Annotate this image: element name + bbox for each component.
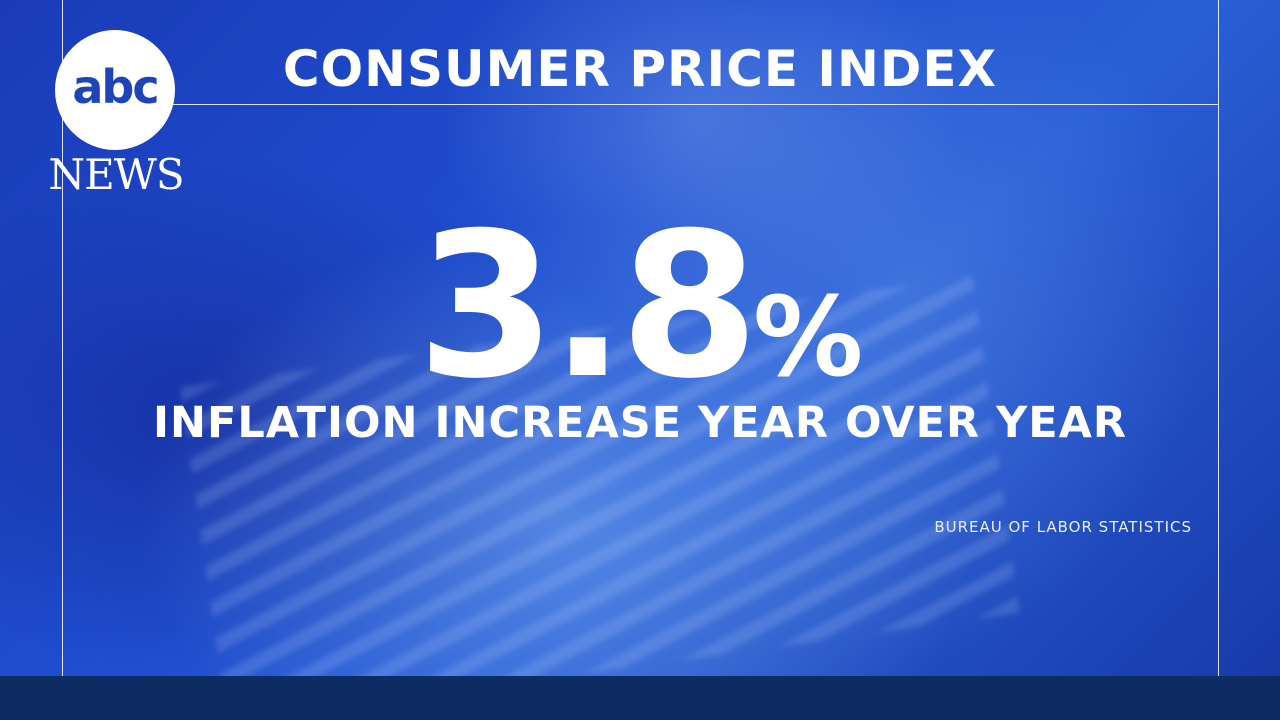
logo-mark: abc: [72, 60, 159, 114]
stat-value: 3.8: [416, 190, 759, 423]
source: BUREAU OF LABOR STATISTICS: [934, 518, 1192, 536]
frame-line: [62, 0, 63, 676]
stat: 3.8%: [0, 190, 1280, 423]
title: CONSUMER PRICE INDEX: [282, 40, 998, 98]
logo-word: NEWS: [48, 150, 184, 199]
subtitle: INFLATION INCREASE YEAR OVER YEAR: [152, 398, 1128, 448]
stat-unit: %: [753, 273, 864, 401]
frame-line: [1218, 0, 1219, 676]
logo-circle: abc: [55, 30, 175, 150]
bottom-bar: [0, 676, 1280, 720]
frame-line: [62, 104, 1219, 105]
